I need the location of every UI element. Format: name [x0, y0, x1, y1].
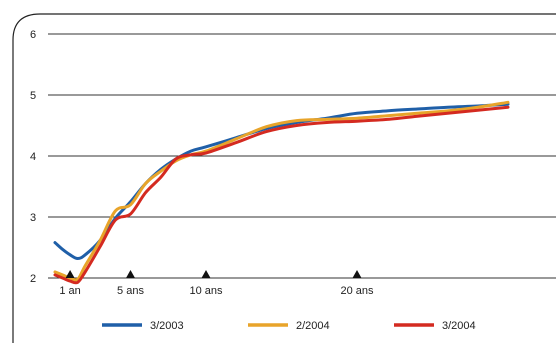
y-tick-label-3: 3 — [30, 212, 36, 224]
legend-label-2: 3/2004 — [442, 320, 476, 332]
marker-label-1: 5 ans — [117, 285, 144, 297]
marker-triangle-3 — [352, 270, 362, 278]
y-tick-label-4: 4 — [30, 151, 36, 163]
chart-frame — [12, 13, 556, 343]
legend-label-1: 2/2004 — [296, 320, 330, 332]
marker-triangle-1 — [126, 270, 135, 278]
series-line-0 — [53, 102, 510, 260]
y-tick-label-2: 2 — [30, 273, 36, 285]
legend: 3/2003 2/2004 3/2004 — [102, 320, 476, 332]
marker-label-2: 10 ans — [189, 285, 223, 297]
y-axis-tick-labels: 2 3 4 5 6 — [30, 29, 36, 285]
gridlines — [48, 33, 556, 279]
marker-label-3: 20 ans — [340, 285, 374, 297]
legend-label-0: 3/2003 — [150, 320, 184, 332]
y-tick-label-6: 6 — [30, 29, 36, 41]
series-lines — [53, 100, 510, 285]
series-line-2 — [53, 105, 510, 285]
marker-triangle-2 — [201, 270, 211, 278]
marker-triangle-0 — [65, 270, 75, 278]
y-tick-label-5: 5 — [30, 90, 36, 102]
marker-label-0: 1 an — [59, 285, 80, 297]
year-markers: 1 an 5 ans 10 ans 20 ans — [59, 270, 374, 297]
